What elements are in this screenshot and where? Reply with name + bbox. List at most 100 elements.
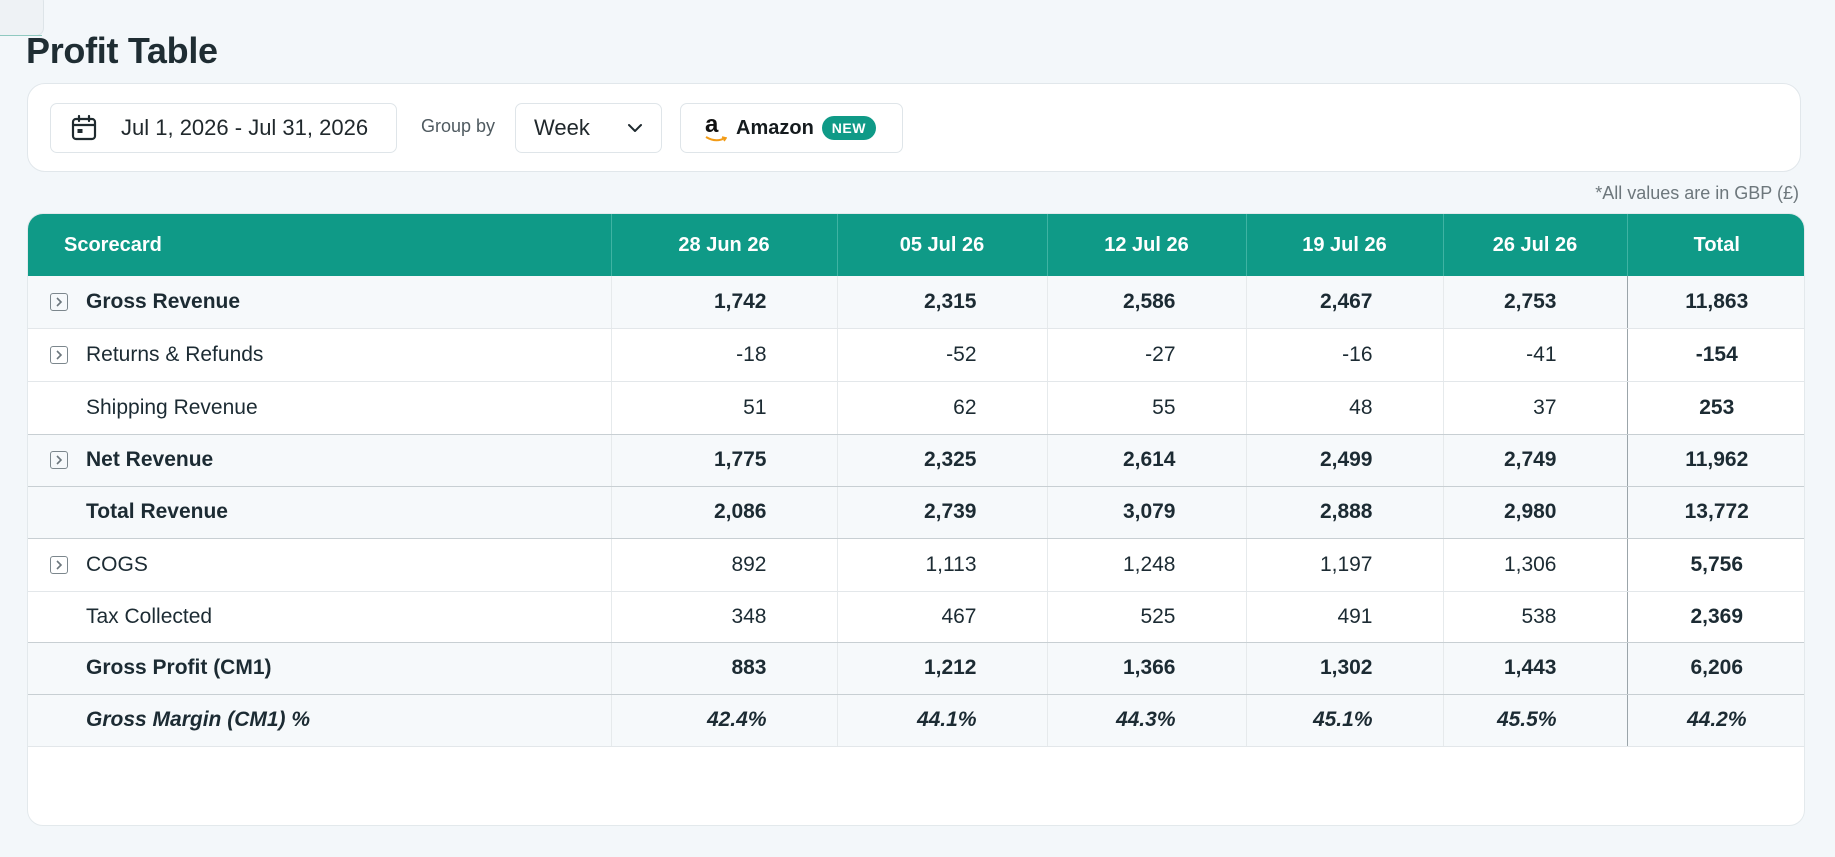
table-cell: 1,775 — [611, 434, 838, 487]
new-badge: NEW — [821, 116, 876, 140]
table-cell: 1,306 — [1443, 538, 1628, 592]
table-cell: 2,753 — [1443, 276, 1628, 329]
table-cell: 2,888 — [1246, 486, 1444, 539]
row-label: COGS — [28, 538, 612, 592]
table-row[interactable]: Gross Margin (CM1) % 42.4% 44.1% 44.3% 45.1%… — [28, 694, 1804, 747]
table-row[interactable]: Net Revenue 1,775 2,325 2,614 2,499 2,749 11,9… — [28, 434, 1804, 487]
column-header[interactable]: Total — [1627, 214, 1804, 276]
table-cell: 44.1% — [837, 694, 1048, 747]
table-cell: 62 — [837, 381, 1048, 435]
row-label: Total Revenue — [28, 486, 612, 539]
table-cell: 1,197 — [1246, 538, 1444, 592]
table-row[interactable]: Total Revenue 2,086 2,739 3,079 2,888 2,980 13… — [28, 486, 1804, 539]
table-cell: -27 — [1047, 328, 1247, 382]
row-label: Tax Collected — [28, 591, 612, 643]
row-label-text: Gross Profit (CM1) — [86, 656, 272, 679]
row-label-text: Returns & Refunds — [86, 342, 264, 366]
chevron-right-icon — [56, 297, 63, 307]
table-cell: 1,443 — [1443, 642, 1628, 695]
corner-tab[interactable] — [0, 0, 44, 36]
table-cell: -41 — [1443, 328, 1628, 382]
total-cell: 2,369 — [1627, 591, 1804, 643]
table-cell: 2,467 — [1246, 276, 1444, 329]
row-label-text: Shipping Revenue — [86, 395, 258, 419]
row-label: Shipping Revenue — [28, 381, 612, 435]
row-label: Gross Margin (CM1) % — [28, 694, 612, 747]
total-cell: 5,756 — [1627, 538, 1804, 592]
table-cell: 45.1% — [1246, 694, 1444, 747]
column-header[interactable]: 19 Jul 26 — [1246, 214, 1444, 276]
row-label-text: Tax Collected — [86, 604, 213, 628]
table-cell: 51 — [611, 381, 838, 435]
table-cell: 1,742 — [611, 276, 838, 329]
page-title: Profit Table — [26, 30, 218, 71]
table-cell: 2,499 — [1246, 434, 1444, 487]
group-by-value: Week — [534, 115, 590, 140]
table-cell: 2,086 — [611, 486, 838, 539]
table-cell: -16 — [1246, 328, 1444, 382]
channel-amazon-button[interactable]: a Amazon NEW — [680, 103, 903, 153]
table-cell: 45.5% — [1443, 694, 1628, 747]
table-cell: 1,302 — [1246, 642, 1444, 695]
channel-label: Amazon — [736, 116, 814, 139]
table-row[interactable]: Gross Profit (CM1) 883 1,212 1,366 1,302 1,44… — [28, 642, 1804, 695]
row-label-text: Gross Margin (CM1) % — [86, 708, 311, 731]
table-body: Gross Revenue 1,742 2,315 2,586 2,467 2,753 11… — [28, 276, 1804, 747]
table-row[interactable]: Shipping Revenue 51 62 55 48 37 253 — [28, 381, 1804, 435]
chevron-right-icon — [56, 455, 63, 465]
calendar-icon — [71, 114, 97, 141]
column-header[interactable]: Scorecard — [28, 214, 612, 276]
table-cell: 37 — [1443, 381, 1628, 435]
total-cell: 6,206 — [1627, 642, 1804, 695]
table-cell: 538 — [1443, 591, 1628, 643]
currency-note: *All values are in GBP (£) — [1595, 183, 1799, 203]
table-cell: 491 — [1246, 591, 1444, 643]
table-cell: 2,749 — [1443, 434, 1628, 487]
amazon-smile-icon — [705, 136, 727, 142]
table-cell: 55 — [1047, 381, 1247, 435]
expand-icon[interactable] — [50, 345, 68, 364]
column-header[interactable]: 12 Jul 26 — [1047, 214, 1247, 276]
chevron-right-icon — [56, 349, 63, 360]
table-cell: 44.3% — [1047, 694, 1247, 747]
table-row[interactable]: Returns & Refunds -18 -52 -27 -16 -41 -154 — [28, 328, 1804, 382]
table-cell: 1,366 — [1047, 642, 1247, 695]
row-label: Returns & Refunds — [28, 328, 612, 382]
total-cell: 13,772 — [1627, 486, 1804, 539]
table-cell: 2,739 — [837, 486, 1048, 539]
table-cell: 48 — [1246, 381, 1444, 435]
total-cell: 11,863 — [1627, 276, 1804, 329]
column-header[interactable]: 28 Jun 26 — [611, 214, 838, 276]
table-cell: 3,079 — [1047, 486, 1247, 539]
table-cell: 467 — [837, 591, 1048, 643]
table-cell: 2,980 — [1443, 486, 1628, 539]
chevron-right-icon — [56, 559, 63, 570]
table-row[interactable]: Tax Collected 348 467 525 491 538 2,369 — [28, 591, 1804, 643]
table-cell: 348 — [611, 591, 838, 643]
table-cell: 2,614 — [1047, 434, 1247, 487]
table-cell: 2,315 — [837, 276, 1048, 329]
column-header[interactable]: 26 Jul 26 — [1443, 214, 1628, 276]
date-range-picker[interactable]: Jul 1, 2026 - Jul 31, 2026 — [50, 103, 397, 153]
table-row[interactable]: Gross Revenue 1,742 2,315 2,586 2,467 2,753 11… — [28, 276, 1804, 329]
chevron-down-icon — [628, 124, 642, 132]
row-label-text: Total Revenue — [86, 500, 228, 523]
filter-bar: Jul 1, 2026 - Jul 31, 2026 Group by Week… — [27, 83, 1801, 172]
table-row[interactable]: COGS 892 1,113 1,248 1,197 1,306 5,756 — [28, 538, 1804, 592]
column-header[interactable]: 05 Jul 26 — [837, 214, 1048, 276]
date-range-text: Jul 1, 2026 - Jul 31, 2026 — [121, 115, 369, 140]
profit-table: Scorecard 28 Jun 26 05 Jul 26 12 Jul 26 … — [27, 213, 1805, 826]
group-by-label: Group by — [421, 116, 496, 136]
table-header-row: Scorecard 28 Jun 26 05 Jul 26 12 Jul 26 … — [28, 214, 1804, 276]
row-label-text: COGS — [86, 552, 148, 576]
table-cell: -52 — [837, 328, 1048, 382]
expand-icon[interactable] — [50, 451, 68, 469]
amazon-logo: a — [705, 113, 727, 142]
expand-icon[interactable] — [50, 555, 68, 574]
table-cell: 883 — [611, 642, 838, 695]
table-cell: 525 — [1047, 591, 1247, 643]
expand-icon[interactable] — [50, 292, 68, 311]
table-cell: -18 — [611, 328, 838, 382]
group-by-select[interactable]: Week — [515, 103, 662, 153]
row-label-text: Net Revenue — [86, 448, 214, 471]
